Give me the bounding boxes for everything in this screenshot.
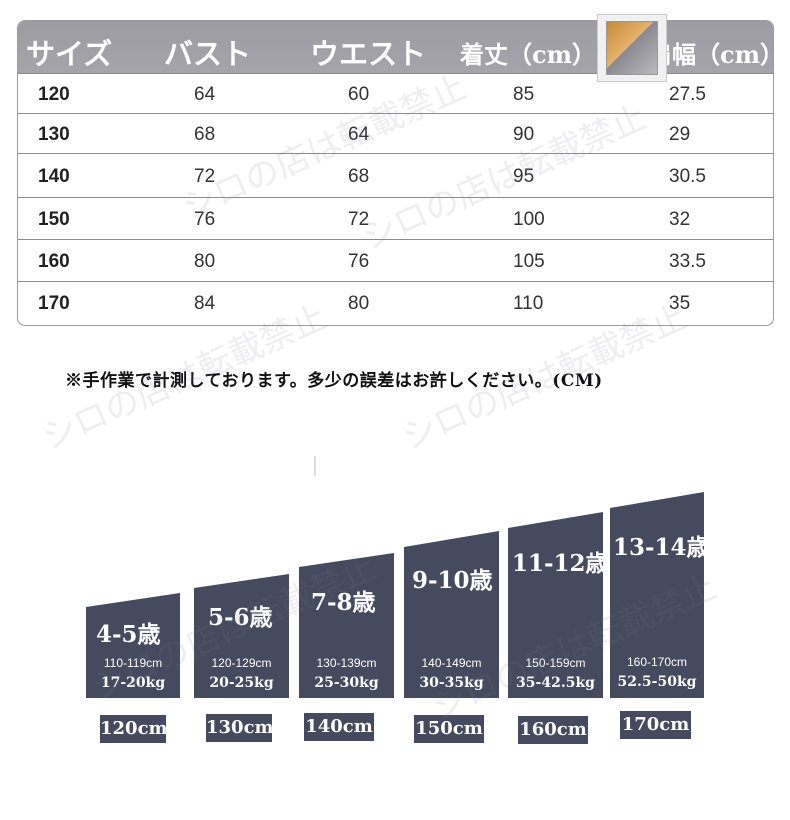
age-label: 9-10歳: [412, 567, 493, 594]
cell-bust: 84: [194, 293, 216, 314]
size-tag-130: 130cm: [206, 714, 274, 742]
table-row: 130 68 64 90 29: [18, 113, 773, 154]
cell-size: 150: [38, 209, 70, 230]
cell-size: 160: [38, 251, 70, 272]
header-shoulder: 肩幅（cm）: [648, 40, 774, 69]
cell-waist: 64: [348, 124, 370, 145]
cell-waist: 68: [348, 166, 370, 187]
table-row: 160 80 76 105 33.5: [18, 239, 773, 282]
height-range: 160-170cm: [626, 655, 688, 669]
size-block-140: 7-8歳 130-139cm 25-30kg: [299, 553, 394, 698]
age-label: 5-6歳: [208, 604, 273, 631]
weight-range: 52.5-50kg: [617, 674, 697, 690]
cell-size: 120: [38, 84, 70, 105]
cell-shoulder: 27.5: [669, 84, 706, 105]
size-tag-140: 140cm: [304, 713, 374, 741]
cell-waist: 80: [348, 293, 370, 314]
height-range: 110-119cm: [103, 656, 163, 670]
weight-range: 25-30kg: [314, 675, 379, 691]
product-thumbnail-image: [606, 21, 658, 75]
header-bust: バスト: [164, 37, 252, 71]
height-range: 130-139cm: [316, 656, 377, 670]
size-tag-160: 160cm: [518, 716, 588, 744]
cell-length: 100: [513, 209, 545, 230]
cell-length: 95: [513, 166, 535, 187]
table-header: サイズ バスト ウエスト 着丈（cm） 肩幅（cm）: [18, 21, 773, 73]
header-waist: ウエスト: [310, 37, 427, 71]
cell-length: 90: [513, 124, 535, 145]
cell-shoulder: 29: [669, 124, 691, 145]
weight-range: 17-20kg: [100, 675, 166, 691]
header-size: サイズ: [26, 37, 113, 71]
cell-waist: 76: [348, 251, 370, 272]
cell-bust: 64: [194, 84, 216, 105]
height-range: 140-149cm: [421, 656, 482, 670]
size-block-150: 9-10歳 140-149cm 30-35kg: [404, 531, 499, 698]
cell-waist: 72: [348, 209, 370, 230]
size-tag-170: 170cm: [620, 711, 691, 739]
measurement-note: ※手作業で計測しております。多少の誤差はお許しください。(CM): [65, 371, 603, 391]
table-row: 150 76 72 100 32: [18, 197, 773, 240]
age-label: 7-8歳: [311, 589, 376, 616]
cell-shoulder: 30.5: [669, 166, 706, 187]
age-label: 4-5歳: [96, 621, 161, 648]
cell-length: 105: [513, 251, 545, 272]
weight-range: 20-25kg: [209, 675, 274, 691]
table-row: 120 64 60 85 27.5: [18, 73, 773, 114]
divider: [314, 456, 316, 476]
size-tag-120: 120cm: [100, 715, 168, 743]
size-block-120: 4-5歳 110-119cm 17-20kg: [86, 593, 180, 698]
age-label: 13-14歳: [613, 534, 710, 561]
size-block-170: 13-14歳 160-170cm 52.5-50kg: [610, 492, 704, 698]
cell-length: 85: [513, 84, 535, 105]
cell-bust: 72: [194, 166, 216, 187]
cell-bust: 68: [194, 124, 216, 145]
cell-shoulder: 33.5: [669, 251, 706, 272]
height-range: 150-159cm: [525, 656, 586, 670]
table-row: 140 72 68 95 30.5: [18, 153, 773, 198]
cell-bust: 80: [194, 251, 216, 272]
cell-size: 130: [38, 124, 70, 145]
cell-shoulder: 32: [669, 209, 691, 230]
weight-range: 35-42.5kg: [516, 675, 595, 691]
cell-size: 140: [38, 166, 70, 187]
size-tag-150: 150cm: [414, 715, 484, 743]
cell-shoulder: 35: [669, 293, 691, 314]
age-label: 11-12歳: [512, 550, 609, 577]
header-length: 着丈（cm）: [460, 40, 597, 69]
cell-length: 110: [513, 293, 544, 314]
height-range: 120-129cm: [211, 656, 272, 670]
product-thumbnail: [597, 14, 667, 82]
size-block-160: 11-12歳 150-159cm 35-42.5kg: [508, 512, 603, 698]
cell-size: 170: [38, 293, 70, 314]
table-row: 170 84 80 110 35: [18, 281, 773, 325]
weight-range: 30-35kg: [419, 675, 484, 691]
cell-waist: 60: [348, 84, 370, 105]
cell-bust: 76: [194, 209, 216, 230]
size-block-130: 5-6歳 120-129cm 20-25kg: [194, 574, 289, 698]
